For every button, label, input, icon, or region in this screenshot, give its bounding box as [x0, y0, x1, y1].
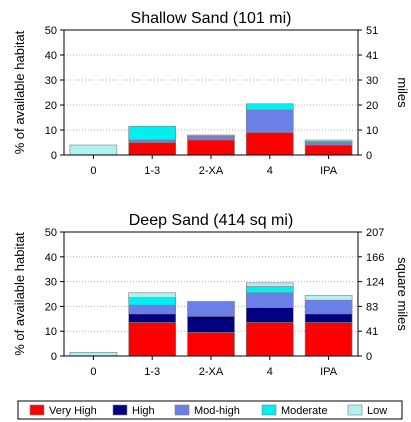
panel1-bar-very-high-4 — [246, 132, 294, 156]
panel2-bar-low-4 — [246, 282, 294, 287]
panel2-bar-very-high-4 — [246, 322, 294, 357]
panel2-bar-mod-high-4 — [246, 292, 294, 308]
legend-label-moderate: Moderate — [281, 405, 327, 417]
panel1-y-axis-label-left: % of available habitat — [12, 30, 27, 154]
panel2-bar-high-1-3 — [128, 313, 176, 323]
legend-swatch-very-high — [29, 404, 45, 416]
panel2-chart-title: Deep Sand (414 sq mi) — [129, 212, 294, 229]
panel2-y-tick-label-right: 207 — [366, 227, 384, 239]
panel2-bar-moderate-4 — [246, 286, 294, 294]
panel2-y-tick-label-right: 124 — [366, 277, 384, 289]
panel2-bar-low-ipa — [304, 294, 353, 301]
panel1-y-tick-label-right: 20 — [366, 100, 378, 112]
legend-label-mod-high: Mod-high — [194, 405, 240, 417]
panel2-y-axis-label-right: square miles — [395, 257, 410, 331]
panel2-bar-very-high-ipa — [304, 322, 353, 357]
panel2-x-tick-label: 2-XA — [199, 366, 224, 378]
panel1-bar-very-high-ipa — [304, 144, 353, 156]
panel2-x-tick-label: IPA — [320, 366, 338, 378]
panel1-x-tick-label: 1-3 — [144, 165, 160, 177]
panel1-y-tick-label-left: 40 — [45, 50, 57, 62]
panel1-bar-very-high-2-xa — [187, 139, 235, 156]
panel1-bar-mod-high-1-3 — [128, 139, 176, 143]
panel2-bar-moderate-1-3 — [128, 297, 176, 306]
panel2-bar-mod-high-2-xa — [187, 301, 235, 317]
panel1-bar-moderate-4 — [246, 103, 294, 111]
panel2-x-tick-label: 1-3 — [144, 366, 160, 378]
panel2-bar-high-4 — [246, 307, 294, 323]
panel1-bar-moderate-2-xa — [187, 134, 235, 137]
legend-label-high: High — [132, 405, 155, 417]
panel2-y-tick-label-left: 40 — [45, 252, 57, 264]
panel1-y-tick-label-right: 10 — [366, 125, 378, 137]
panel2-bar-mod-high-ipa — [304, 299, 353, 315]
panel2-bar-mod-high-1-3 — [128, 304, 176, 315]
panel1-bar-moderate-1-3 — [128, 125, 176, 141]
legend-swatch-high — [112, 404, 128, 416]
panel1-chart-title: Shallow Sand (101 mi) — [131, 10, 292, 27]
panel2-y-tick-label-left: 30 — [45, 277, 57, 289]
panel1-y-tick-label-right: 30 — [366, 75, 378, 87]
panel2-y-tick-label-left: 50 — [45, 227, 57, 239]
panel2-y-tick-label-left: 20 — [45, 301, 57, 313]
panel1-x-tick-label: 0 — [90, 165, 96, 177]
panel2-bar-very-high-1-3 — [128, 322, 176, 357]
panel1-y-tick-label-right: 51 — [366, 25, 378, 37]
panel2-bar-very-high-2-xa — [187, 332, 235, 357]
panel2-x-tick-label: 0 — [90, 366, 96, 378]
panel2-y-axis-label-left: % of available habitat — [12, 232, 27, 356]
panel1-y-tick-label-right: 41 — [366, 50, 378, 62]
panel2-bar-high-2-xa — [187, 316, 235, 333]
panel1-y-tick-label-left: 20 — [45, 100, 57, 112]
panel2-y-tick-label-right: 41 — [366, 326, 378, 338]
panel1-y-tick-label-left: 30 — [45, 75, 57, 87]
panel1-y-tick-label-right: 0 — [366, 150, 372, 162]
panel2-x-tick-label: 4 — [267, 366, 273, 378]
legend-label-very-high: Very High — [49, 405, 97, 417]
panel1-x-tick-label: 4 — [267, 165, 273, 177]
panel1-y-tick-label-left: 50 — [45, 25, 57, 37]
panel2-bar-low-1-3 — [128, 292, 176, 299]
panel1-y-axis-label-right: miles — [395, 77, 410, 108]
legend-label-low: Low — [367, 405, 387, 417]
panel2-y-tick-label-right: 0 — [366, 351, 372, 363]
legend-swatch-low — [347, 404, 363, 416]
panel1-bar-low-ipa — [304, 139, 353, 142]
panel2-bar-high-ipa — [304, 313, 353, 323]
panel1-y-tick-label-left: 10 — [45, 125, 57, 137]
panel1-x-tick-label: IPA — [320, 165, 338, 177]
panel1-bar-mod-high-ipa — [304, 142, 353, 146]
panel1-bar-low-0 — [69, 144, 118, 156]
panel2-y-tick-label-left: 10 — [45, 326, 57, 338]
panel1-bar-mod-high-4 — [246, 109, 294, 133]
panel1-x-tick-label: 2-XA — [199, 165, 224, 177]
panel2-bar-low-0 — [69, 351, 118, 357]
panel1-y-tick-label-left: 0 — [51, 150, 57, 162]
panel1-bar-very-high-1-3 — [128, 142, 176, 156]
panel1-bar-mod-high-2-xa — [187, 135, 235, 141]
panel2-y-tick-label-left: 0 — [51, 351, 57, 363]
legend-swatch-mod-high — [174, 404, 190, 416]
panel2-y-tick-label-right: 83 — [366, 301, 378, 313]
legend-swatch-moderate — [261, 404, 277, 416]
panel2-y-tick-label-right: 166 — [366, 252, 384, 264]
